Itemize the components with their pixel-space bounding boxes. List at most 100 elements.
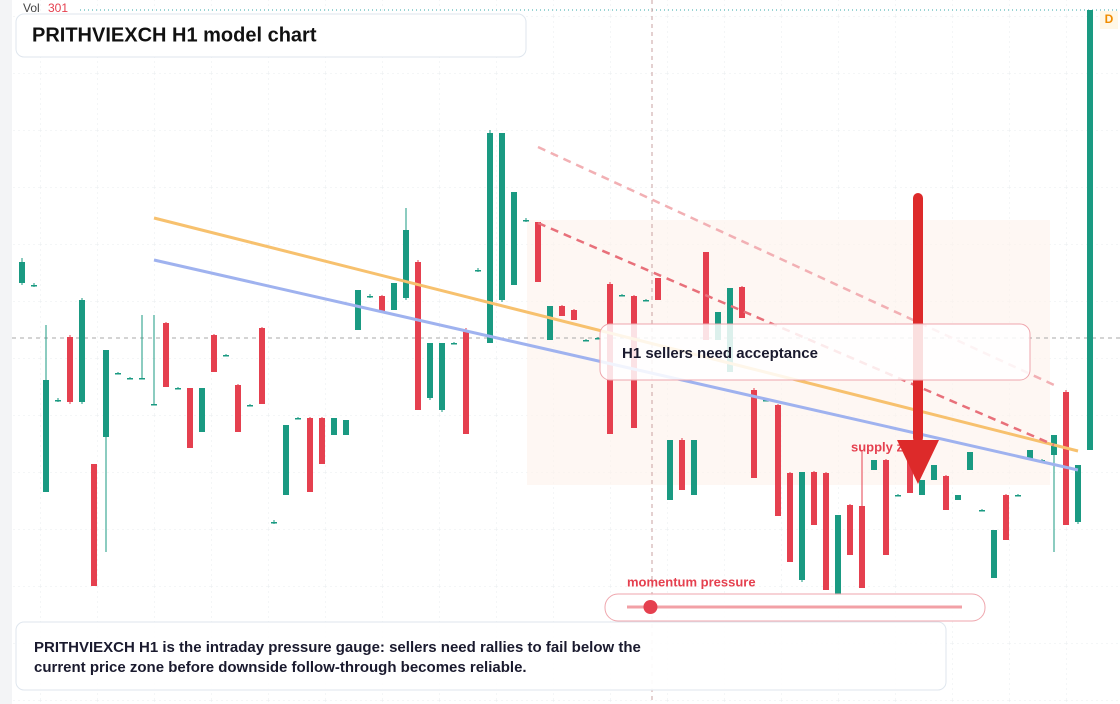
candle-body (571, 310, 577, 320)
candle-body (967, 452, 973, 470)
candle-body (523, 220, 529, 222)
arrow-head (897, 440, 939, 484)
volume-label: Vol (23, 1, 40, 15)
candle-body (799, 472, 805, 580)
badge (1100, 11, 1118, 29)
candle-body (235, 385, 241, 432)
candle-body (403, 230, 409, 298)
candle-body (79, 300, 85, 402)
candle-body (1063, 392, 1069, 525)
candle-body (991, 530, 997, 578)
candle-body (511, 192, 517, 285)
candle-body (1087, 10, 1093, 450)
candle-body (211, 335, 217, 372)
candle-body (1027, 450, 1033, 460)
callout-box (599, 323, 1031, 381)
arrow-shaft (913, 193, 923, 443)
candle-body (907, 450, 913, 493)
candle-body (943, 476, 949, 510)
candle-body (811, 472, 817, 525)
candle-body (295, 418, 301, 420)
candle-body (139, 378, 145, 380)
candle-body (595, 338, 601, 340)
caption-line: PRITHVIEXCH H1 is the intraday pressure … (34, 639, 641, 656)
candle-body (919, 480, 925, 495)
candle-body (271, 522, 277, 524)
candle-body (463, 330, 469, 434)
candle-body (955, 495, 961, 500)
candle-body (319, 418, 325, 464)
candle-body (619, 295, 625, 297)
candle-body (439, 343, 445, 410)
caption-box (15, 621, 947, 691)
candle-body (1003, 495, 1009, 540)
candle-body (787, 473, 793, 562)
candle-body (775, 405, 781, 516)
left-edge (0, 0, 12, 704)
candle-body (31, 285, 37, 287)
candle-body (427, 343, 433, 398)
candle-body (43, 380, 49, 492)
candle-body (307, 418, 313, 492)
candle-body (259, 328, 265, 404)
candle-body (19, 262, 25, 283)
candle-body (931, 465, 937, 480)
candle-body (247, 405, 253, 407)
candle-body (487, 133, 493, 343)
caption-line: current price zone before downside follo… (34, 659, 527, 676)
candle-body (535, 222, 541, 282)
candle-body (175, 388, 181, 390)
candle-body (895, 495, 901, 497)
candle-body (1075, 465, 1081, 522)
candle-body (127, 378, 133, 380)
candle-body (151, 404, 157, 406)
badge-text: D (1105, 12, 1114, 26)
candle-body (355, 290, 361, 330)
candle-body (691, 440, 697, 495)
gauge-label: momentum pressure (627, 574, 756, 589)
candle-body (979, 510, 985, 512)
candle-body (739, 287, 745, 318)
candle-body (871, 460, 877, 470)
candle-body (223, 355, 229, 357)
gauge (643, 600, 658, 614)
gauge-dot (643, 600, 658, 614)
callout-text: H1 sellers need acceptance (622, 345, 818, 362)
candle-body (655, 278, 661, 300)
candle-body (451, 343, 457, 345)
candle-body (379, 296, 385, 312)
candle-body (679, 440, 685, 490)
candle-body (67, 337, 73, 402)
trendline (537, 145, 1055, 387)
candle-body (751, 390, 757, 478)
candle-body (391, 283, 397, 310)
candle-body (103, 350, 109, 437)
volume-value: 301 (48, 1, 68, 15)
candle-body (415, 262, 421, 410)
candle-body (367, 296, 373, 298)
chart-title: PRITHVIEXCH H1 model chart (32, 24, 317, 46)
candle-body (283, 425, 289, 495)
candle-body (883, 460, 889, 555)
candle-body (475, 270, 481, 272)
candle-body (499, 133, 505, 300)
candle-body (643, 300, 649, 302)
candle-body (547, 306, 553, 340)
candle-body (331, 418, 337, 435)
candle-body (55, 400, 61, 402)
candle-body (163, 323, 169, 387)
candle-body (91, 464, 97, 586)
candle-body (187, 388, 193, 448)
candle-body (199, 388, 205, 432)
candle-body (115, 373, 121, 375)
candle-body (835, 515, 841, 595)
candle-body (559, 306, 565, 316)
candle-body (763, 400, 769, 402)
candle-body (847, 505, 853, 555)
candle-body (859, 506, 865, 588)
candle-body (583, 340, 589, 342)
candle-body (343, 420, 349, 435)
candle-body (667, 440, 673, 500)
candle-body (1015, 495, 1021, 497)
